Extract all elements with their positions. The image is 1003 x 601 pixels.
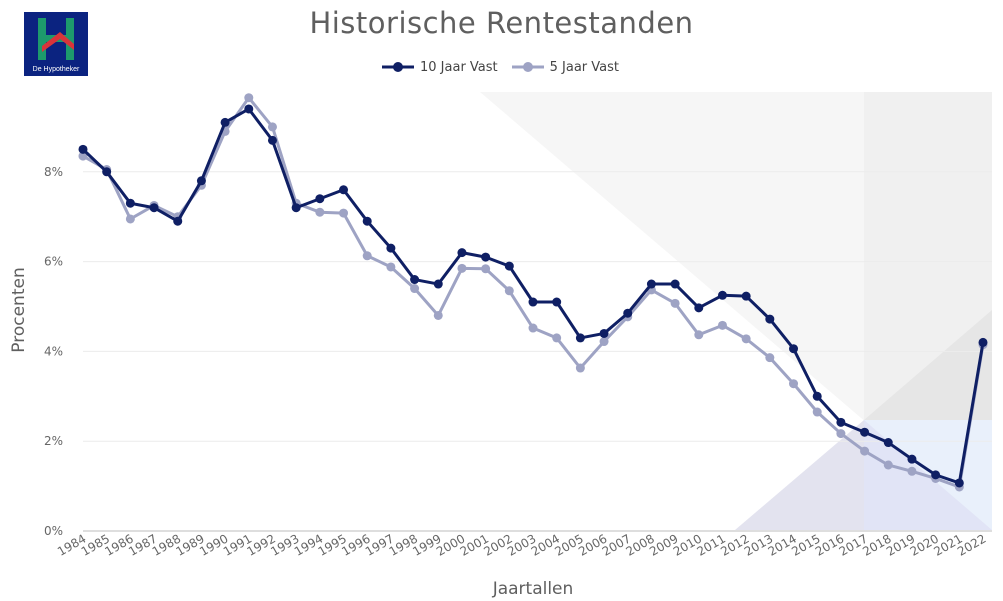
logo-house-h-icon <box>38 18 74 60</box>
data-point[interactable] <box>457 248 467 258</box>
data-point[interactable] <box>741 291 751 301</box>
data-point[interactable] <box>575 363 585 373</box>
data-point[interactable] <box>481 252 491 262</box>
data-point[interactable] <box>504 286 514 296</box>
data-point[interactable] <box>575 333 585 343</box>
legend-swatch-5-jaar <box>511 62 544 72</box>
data-point[interactable] <box>291 203 301 213</box>
data-point[interactable] <box>362 216 372 226</box>
y-axis-ticks: 0% 2% 4% 6% 8% <box>44 165 63 538</box>
y-tick-label: 6% <box>44 255 63 269</box>
chart-title: Historische Rentestanden <box>309 6 694 40</box>
data-point[interactable] <box>339 185 349 195</box>
legend-item-10-jaar[interactable]: 10 Jaar Vast <box>382 60 498 75</box>
data-point[interactable] <box>836 429 846 439</box>
series-5-jaar-vast <box>78 93 988 492</box>
data-point[interactable] <box>907 466 917 476</box>
y-tick-label: 8% <box>44 165 63 179</box>
data-point[interactable] <box>244 93 254 103</box>
data-point[interactable] <box>717 290 727 300</box>
y-tick-label: 4% <box>44 344 63 358</box>
data-point[interactable] <box>836 417 846 427</box>
de-hypotheker-logo: De Hypotheker <box>24 12 88 76</box>
series-lines <box>78 93 988 492</box>
data-point[interactable] <box>102 167 112 177</box>
data-point[interactable] <box>267 122 277 132</box>
data-point[interactable] <box>694 330 704 340</box>
series-10-jaar-vast <box>78 104 988 488</box>
data-point[interactable] <box>125 214 135 224</box>
data-point[interactable] <box>78 144 88 154</box>
data-point[interactable] <box>694 303 704 313</box>
data-point[interactable] <box>173 216 183 226</box>
legend-label-5-jaar: 5 Jaar Vast <box>549 59 620 75</box>
data-point[interactable] <box>789 379 799 389</box>
data-point[interactable] <box>528 323 538 333</box>
y-tick-label: 0% <box>44 524 63 538</box>
grid-lines <box>83 171 992 532</box>
data-point[interactable] <box>883 438 893 448</box>
data-point[interactable] <box>386 243 396 253</box>
data-point[interactable] <box>433 310 443 320</box>
chart-legend: 10 Jaar Vast 5 Jaar Vast <box>382 57 633 77</box>
logo-text: De Hypotheker <box>32 66 80 73</box>
data-point[interactable] <box>504 261 514 271</box>
data-point[interactable] <box>315 207 325 217</box>
data-point[interactable] <box>78 151 88 161</box>
data-point[interactable] <box>907 454 917 464</box>
y-axis-title: Procenten <box>9 267 29 352</box>
data-point[interactable] <box>410 275 420 285</box>
data-point[interactable] <box>149 203 159 213</box>
data-point[interactable] <box>717 320 727 330</box>
data-point[interactable] <box>623 308 633 318</box>
data-point[interactable] <box>599 328 609 338</box>
data-point[interactable] <box>789 344 799 354</box>
y-tick-label: 2% <box>44 434 63 448</box>
data-point[interactable] <box>883 460 893 470</box>
data-point[interactable] <box>670 279 680 289</box>
data-point[interactable] <box>125 198 135 208</box>
data-point[interactable] <box>386 262 396 272</box>
data-point[interactable] <box>457 263 467 273</box>
legend-swatch-10-jaar <box>382 62 414 72</box>
data-point[interactable] <box>552 333 562 343</box>
legend-label-10-jaar: 10 Jaar Vast <box>420 59 498 75</box>
data-point[interactable] <box>765 314 775 324</box>
data-point[interactable] <box>931 470 941 480</box>
data-point[interactable] <box>741 334 751 344</box>
x-axis-ticks: 1984198519861987198819891990199119921993… <box>55 531 988 558</box>
data-point[interactable] <box>315 194 325 204</box>
data-point[interactable] <box>481 264 491 274</box>
data-point[interactable] <box>765 353 775 363</box>
data-point[interactable] <box>812 407 822 417</box>
data-point[interactable] <box>267 135 277 145</box>
data-point[interactable] <box>220 117 230 127</box>
data-point[interactable] <box>552 297 562 307</box>
data-point[interactable] <box>362 251 372 261</box>
data-point[interactable] <box>860 446 870 456</box>
data-point[interactable] <box>599 337 609 347</box>
data-point[interactable] <box>244 104 254 114</box>
x-axis-title: Jaartallen <box>492 579 574 599</box>
background-decoration <box>480 92 992 530</box>
data-point[interactable] <box>646 279 656 289</box>
data-point[interactable] <box>860 427 870 437</box>
legend-item-5-jaar[interactable]: 5 Jaar Vast <box>511 59 620 75</box>
data-point[interactable] <box>339 208 349 218</box>
data-point[interactable] <box>670 298 680 308</box>
data-point[interactable] <box>410 284 420 294</box>
data-point[interactable] <box>978 337 988 347</box>
data-point[interactable] <box>954 478 964 488</box>
data-point[interactable] <box>528 297 538 307</box>
data-point[interactable] <box>196 176 206 186</box>
data-point[interactable] <box>812 391 822 401</box>
data-point[interactable] <box>433 279 443 289</box>
